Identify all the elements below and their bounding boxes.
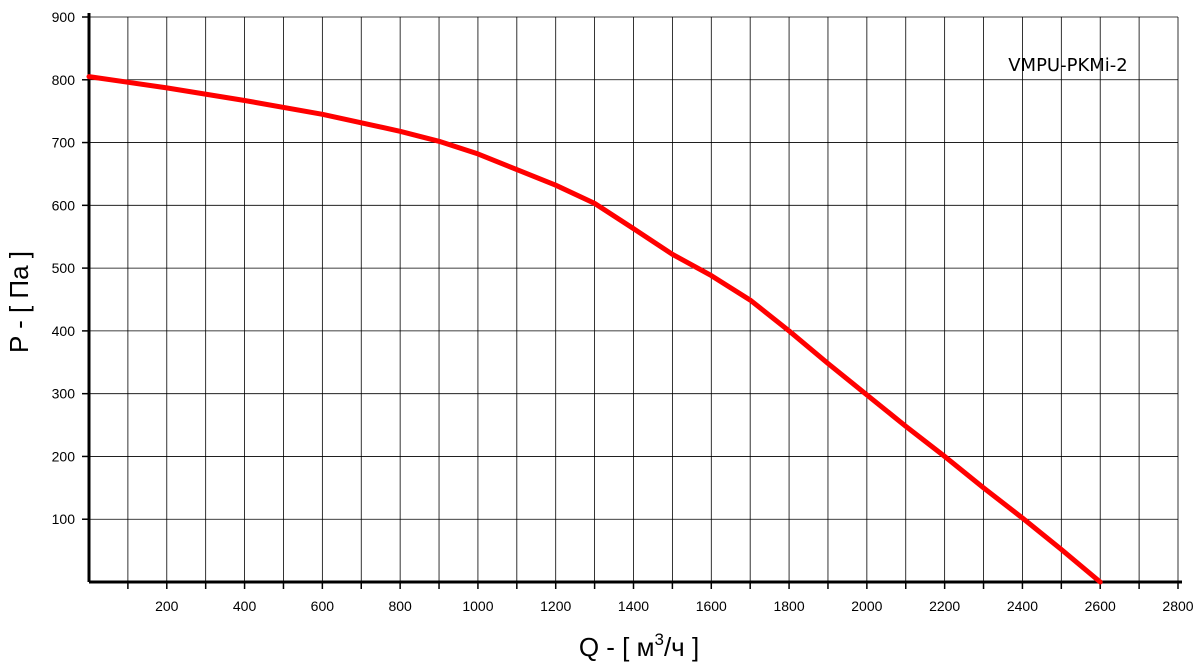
y-tick-label: 500 xyxy=(52,260,76,276)
x-tick-label: 1000 xyxy=(462,598,493,614)
x-tick-label: 1600 xyxy=(696,598,727,614)
x-axis-title-tail: /ч ] xyxy=(664,632,699,662)
y-tick-label: 100 xyxy=(52,511,76,527)
x-axis-title: Q - [ м3/ч ] xyxy=(579,630,699,662)
x-tick-label: 2800 xyxy=(1162,598,1193,614)
x-tick-label: 800 xyxy=(388,598,412,614)
chart-annotation: VMPU-PKMi-2 xyxy=(1008,55,1128,76)
x-tick-label: 200 xyxy=(155,598,179,614)
y-axis-title: P - [ Па ] xyxy=(4,251,34,353)
x-tick-label: 1800 xyxy=(773,598,804,614)
ticks: 200 400 600 800 1000 1200 1400 1600 1800 2000 2200… xyxy=(52,9,1194,614)
y-tick-label: 400 xyxy=(52,323,76,339)
y-tick-label: 800 xyxy=(52,72,76,88)
y-tick-label: 200 xyxy=(52,448,76,464)
x-tick-label: 2200 xyxy=(929,598,960,614)
x-axis-title-main: Q - [ м xyxy=(579,632,655,662)
series-layer xyxy=(86,74,1103,585)
series-line xyxy=(86,74,1103,585)
x-tick-label: 1200 xyxy=(540,598,571,614)
y-tick-label: 900 xyxy=(52,9,76,25)
x-tick-label: 2600 xyxy=(1085,598,1116,614)
x-tick-label: 600 xyxy=(311,598,335,614)
axes xyxy=(87,13,1182,584)
x-tick-label: 400 xyxy=(233,598,257,614)
x-tick-label: 2000 xyxy=(851,598,882,614)
x-tick-label: 1400 xyxy=(618,598,649,614)
y-tick-label: 300 xyxy=(52,386,76,402)
x-axis-title-superscript: 3 xyxy=(654,630,663,649)
y-tick-label: 700 xyxy=(52,135,76,151)
y-tick-label: 600 xyxy=(52,197,76,213)
x-tick-label: 2400 xyxy=(1007,598,1038,614)
